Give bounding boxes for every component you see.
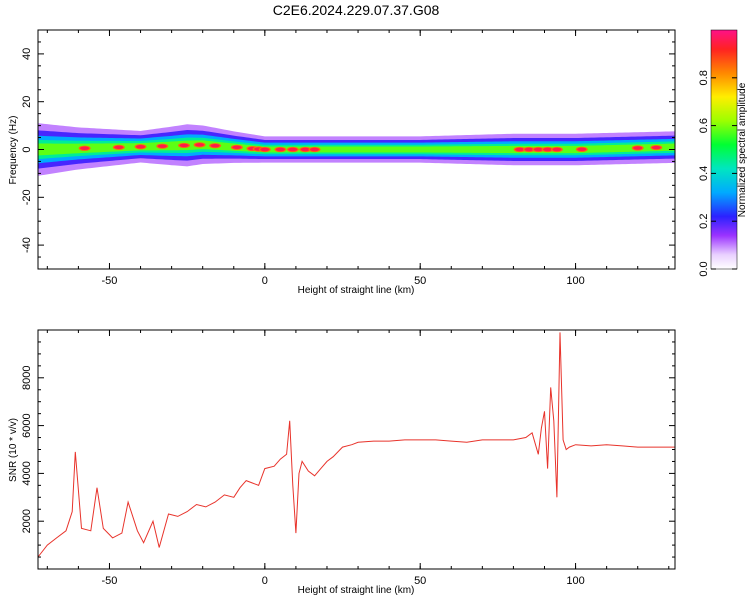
snr-ticks: -50 0 50 100 2000 4000 6000 8000: [21, 329, 675, 587]
colorbar-ticks: 0.0 0.2 0.4 0.6 0.8: [698, 70, 737, 277]
spectrogram-ytick-label: -40: [21, 237, 33, 253]
spectrogram-peak: [114, 145, 124, 150]
spectrogram-peak: [533, 147, 543, 152]
spectrogram-peak: [157, 144, 167, 148]
spectrogram-ytick-label: 40: [21, 48, 33, 60]
spectrogram-xtick-label: 100: [566, 275, 584, 287]
spectrogram-xtick-label: -50: [102, 275, 118, 287]
spectrogram-ytick-label: 20: [21, 96, 33, 108]
snr-xtick-label: 0: [262, 575, 268, 587]
spectrogram-peak: [524, 147, 534, 152]
snr-ylabel: SNR (10 * v/v): [8, 418, 19, 482]
snr-series-line: [38, 332, 675, 558]
spectrogram-peak: [300, 147, 310, 152]
snr-xtick-label: 50: [414, 575, 426, 587]
spectrogram-peak: [136, 145, 146, 149]
snr-panel: -50 0 50 100 2000 4000 6000 8000 Height of stra…: [8, 329, 676, 596]
snr-ytick-label: 8000: [21, 366, 33, 390]
figure-title: C2E6.2024.229.07.37.G08: [273, 2, 440, 18]
spectrogram-peak: [179, 143, 189, 148]
spectrogram-panel: -50 0 50 100 -40 -20 0 20 40 Height of straight …: [8, 29, 676, 296]
spectrogram-peak: [80, 146, 90, 150]
snr-xlabel: Height of straight line (km): [298, 585, 415, 596]
spectrogram-peak: [515, 147, 525, 152]
colorbar-tick-label: 0.0: [698, 261, 710, 276]
spectrogram-peak: [260, 147, 270, 152]
snr-background: [38, 330, 675, 569]
spectrogram-ytick-label: -20: [21, 189, 33, 205]
colorbar-tick-label: 0.2: [698, 214, 710, 229]
spectrogram-peak: [543, 147, 553, 152]
spectrogram-ylabel: Frequency (Hz): [8, 116, 19, 185]
spectrogram-peak: [288, 147, 298, 152]
snr-xtick-label: -50: [102, 575, 118, 587]
spectrogram-peak: [651, 145, 661, 150]
spectrogram-peak: [577, 147, 587, 152]
spectrogram-peak: [195, 143, 205, 147]
spectrogram-xtick-label: 50: [414, 275, 426, 287]
colorbar-tick-label: 0.6: [698, 118, 710, 133]
colorbar-tick-label: 0.8: [698, 70, 710, 85]
spectrogram-peak: [210, 143, 220, 148]
colorbar-label: Normalized spectral amplitude: [737, 82, 748, 217]
spectrogram-ticks: -50 0 50 100 -40 -20 0 20 40: [21, 29, 675, 287]
snr-ytick-label: 6000: [21, 413, 33, 437]
colorbar: 0.0 0.2 0.4 0.6 0.8 Normalized spectral ampl…: [698, 29, 748, 277]
spectrogram-image: [38, 123, 675, 176]
spectrogram-peak: [232, 145, 242, 150]
spectrogram-peak: [275, 147, 285, 152]
spectrogram-peak: [310, 147, 320, 152]
spectrogram-peak: [552, 147, 562, 152]
snr-ytick-label: 2000: [21, 509, 33, 533]
colorbar-tick-label: 0.4: [698, 166, 710, 181]
spectrogram-xtick-label: 0: [262, 275, 268, 287]
spectrogram-ytick-label: 0: [21, 146, 33, 152]
spectrogram-xlabel: Height of straight line (km): [298, 285, 415, 296]
spectrogram-peak: [633, 146, 643, 150]
snr-xtick-label: 100: [566, 575, 584, 587]
snr-ytick-label: 4000: [21, 461, 33, 485]
colorbar-gradient: [710, 29, 738, 270]
